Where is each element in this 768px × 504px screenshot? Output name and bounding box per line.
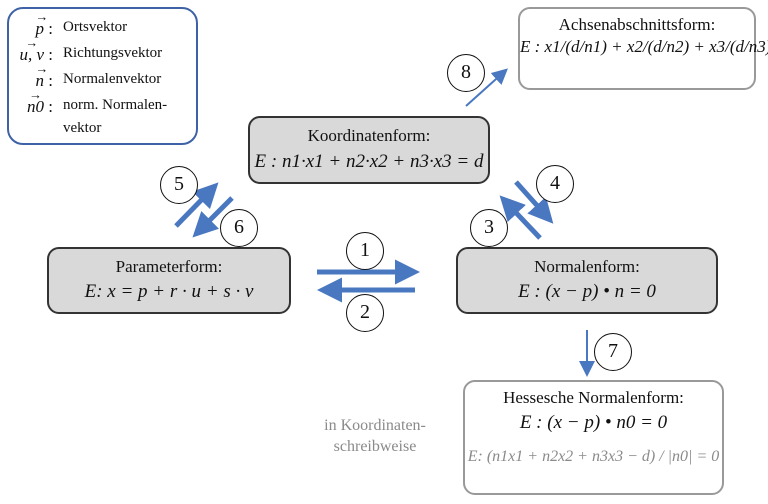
n0-vector-symbol: n0: [27, 88, 44, 117]
achsenabschnittsform-box: Achsenabschnittsform: E : x1/(d/n1) + x2…: [518, 7, 768, 90]
arrow-4: [514, 180, 554, 224]
arrow-8: [465, 68, 508, 107]
achsenabschnittsform-title: Achsenabschnittsform:: [558, 15, 716, 34]
step-4-badge: 4: [536, 165, 574, 203]
normalenform-box: Normalenform: E : (x − p) • n = 0: [456, 247, 718, 314]
normalenform-title: Normalenform:: [534, 257, 640, 276]
arrow-6: [192, 196, 234, 238]
step-6-badge: 6: [220, 209, 258, 247]
hessesche-formula-coordinates: E: (n1x1 + n2x2 + n3x3 − d) / |n0| = 0: [467, 448, 720, 465]
koordinatenform-formula: E : n1·x1 + n2·x2 + n3·x3 = d: [254, 151, 484, 172]
parameterform-box: Parameterform: E: x = p + r · u + s · v: [47, 247, 291, 314]
parameterform-formula: E: x = p + r · u + s · v: [84, 281, 254, 302]
legend-box: p : Ortsvektor u, v : Richtungsvektor n …: [7, 7, 198, 145]
koordinatenform-box: Koordinatenform: E : n1·x1 + n2·x2 + n3·…: [248, 116, 490, 184]
koordinatenform-title: Koordinatenform:: [307, 126, 431, 145]
achsenabschnittsform-formula: E : x1/(d/n1) + x2/(d/n2) + x3/(d/n3) = …: [520, 37, 768, 56]
arrow-3: [499, 195, 542, 240]
p-vector-symbol: p: [36, 10, 45, 39]
step-5-badge: 5: [160, 166, 198, 204]
step-8-badge: 8: [447, 54, 485, 92]
parameterform-title: Parameterform:: [115, 257, 223, 276]
step-2-badge: 2: [346, 294, 384, 332]
step-1-badge: 1: [346, 232, 384, 270]
uv-vector-symbol: u, v: [19, 36, 44, 65]
normalenform-formula: E : (x − p) • n = 0: [518, 281, 656, 302]
hessesche-title: Hessesche Normalenform:: [503, 388, 684, 407]
hessesche-normalenform-box: Hessesche Normalenform: E : (x − p) • n0…: [463, 380, 724, 495]
n-vector-symbol: n: [36, 62, 45, 91]
hessesche-formula: E : (x − p) • n0 = 0: [519, 412, 668, 433]
arrow-5: [174, 182, 219, 228]
step-3-badge: 3: [470, 209, 508, 247]
koordinaten-note: in Koordinaten- schreibweise: [324, 417, 426, 455]
step-7-badge: 7: [594, 333, 632, 371]
